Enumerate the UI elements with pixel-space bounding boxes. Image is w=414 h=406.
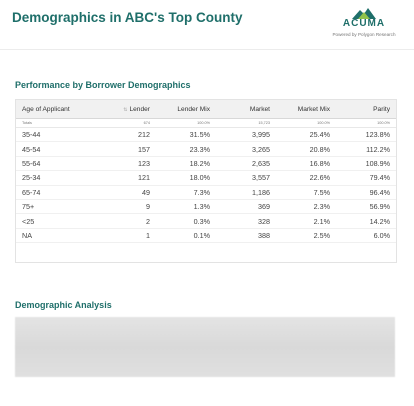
totals-lender-mix: 100.0%	[156, 118, 216, 128]
acuma-logo: ACUMA Powered by Polygon Research	[324, 7, 404, 37]
totals-lender: 674	[96, 118, 156, 128]
cell-parity: 112.2%	[336, 141, 396, 157]
demographic-analysis-panel	[15, 317, 395, 377]
cell-market: 3,995	[216, 127, 276, 143]
cell-market: 369	[216, 199, 276, 215]
cell-market: 1,186	[216, 185, 276, 200]
mountain-logo-icon	[352, 8, 376, 19]
table-row[interactable]: 25-34 121 18.0% 3,557 22.6% 79.4%	[16, 170, 396, 186]
cell-parity: 14.2%	[336, 213, 396, 229]
totals-label: Totals	[16, 118, 96, 128]
column-header-parity[interactable]: Parity	[336, 100, 396, 119]
table-row[interactable]: 65-74 49 7.3% 1,186 7.5% 96.4%	[16, 185, 396, 200]
performance-table-card: Age of Applicant ⇅ Lender Lender Mix Mark…	[15, 99, 397, 263]
cell-lender-mix: 0.3%	[156, 213, 216, 229]
cell-lender-mix: 18.2%	[156, 156, 216, 172]
cell-age: NA	[16, 228, 96, 244]
cell-lender-mix: 23.3%	[156, 141, 216, 157]
cell-market-mix: 2.3%	[276, 199, 336, 215]
column-header-market[interactable]: Market	[216, 100, 276, 119]
cell-lender: 212	[96, 127, 156, 143]
cell-age: 25-34	[16, 170, 96, 186]
cell-market-mix: 16.8%	[276, 156, 336, 172]
cell-lender-mix: 7.3%	[156, 185, 216, 200]
cell-lender: 49	[96, 185, 156, 200]
logo-wordmark: ACUMA	[342, 18, 386, 29]
table-row[interactable]: 75+ 9 1.3% 369 2.3% 56.9%	[16, 199, 396, 215]
cell-lender-mix: 18.0%	[156, 170, 216, 186]
column-header-lender-label: Lender	[129, 105, 150, 113]
totals-parity: 100.0%	[336, 118, 396, 128]
cell-parity: 108.9%	[336, 156, 396, 172]
table-row[interactable]: <25 2 0.3% 328 2.1% 14.2%	[16, 213, 396, 229]
column-header-lender[interactable]: ⇅ Lender	[96, 100, 156, 119]
analysis-section-title: Demographic Analysis	[15, 300, 112, 310]
cell-market: 3,265	[216, 141, 276, 157]
cell-market: 388	[216, 228, 276, 244]
column-header-lender-mix[interactable]: Lender Mix	[156, 100, 216, 119]
cell-lender: 9	[96, 199, 156, 215]
logo-tagline: Powered by Polygon Research	[332, 32, 396, 37]
cell-lender: 2	[96, 213, 156, 229]
cell-age: 65-74	[16, 185, 96, 200]
cell-age: 55-64	[16, 156, 96, 172]
totals-market-mix: 100.0%	[276, 118, 336, 128]
cell-age: 35-44	[16, 127, 96, 143]
header-divider	[0, 49, 414, 50]
table-row[interactable]: 35-44 212 31.5% 3,995 25.4% 123.8%	[16, 127, 396, 143]
cell-lender-mix: 31.5%	[156, 127, 216, 143]
cell-lender-mix: 0.1%	[156, 228, 216, 244]
cell-market: 3,557	[216, 170, 276, 186]
table-header-row: Age of Applicant ⇅ Lender Lender Mix Mark…	[16, 100, 396, 119]
cell-parity: 79.4%	[336, 170, 396, 186]
cell-lender: 157	[96, 141, 156, 157]
column-header-age[interactable]: Age of Applicant	[16, 100, 96, 119]
cell-parity: 123.8%	[336, 127, 396, 143]
cell-lender: 123	[96, 156, 156, 172]
cell-market-mix: 7.5%	[276, 185, 336, 200]
cell-market-mix: 2.1%	[276, 213, 336, 229]
cell-lender-mix: 1.3%	[156, 199, 216, 215]
cell-age: 45-54	[16, 141, 96, 157]
totals-row: Totals 674 100.0% 15,723 100.0% 100.0%	[16, 118, 396, 128]
table-row[interactable]: 55-64 123 18.2% 2,635 16.8% 108.9%	[16, 156, 396, 172]
cell-parity: 56.9%	[336, 199, 396, 215]
cell-market: 328	[216, 213, 276, 229]
table-row[interactable]: NA 1 0.1% 388 2.5% 6.0%	[16, 228, 396, 244]
cell-lender: 121	[96, 170, 156, 186]
performance-section-title: Performance by Borrower Demographics	[15, 80, 191, 90]
cell-market-mix: 2.5%	[276, 228, 336, 244]
cell-age: 75+	[16, 199, 96, 215]
cell-market-mix: 25.4%	[276, 127, 336, 143]
sort-icon[interactable]: ⇅	[123, 106, 128, 113]
cell-parity: 96.4%	[336, 185, 396, 200]
cell-lender: 1	[96, 228, 156, 244]
column-header-market-mix[interactable]: Market Mix	[276, 100, 336, 119]
cell-market-mix: 22.6%	[276, 170, 336, 186]
cell-market: 2,635	[216, 156, 276, 172]
totals-market: 15,723	[216, 118, 276, 128]
performance-table: Age of Applicant ⇅ Lender Lender Mix Mark…	[16, 100, 396, 244]
cell-age: <25	[16, 213, 96, 229]
cell-market-mix: 20.8%	[276, 141, 336, 157]
table-row[interactable]: 45-54 157 23.3% 3,265 20.8% 112.2%	[16, 141, 396, 157]
page-title: Demographics in ABC's Top County	[12, 10, 243, 25]
cell-parity: 6.0%	[336, 228, 396, 244]
